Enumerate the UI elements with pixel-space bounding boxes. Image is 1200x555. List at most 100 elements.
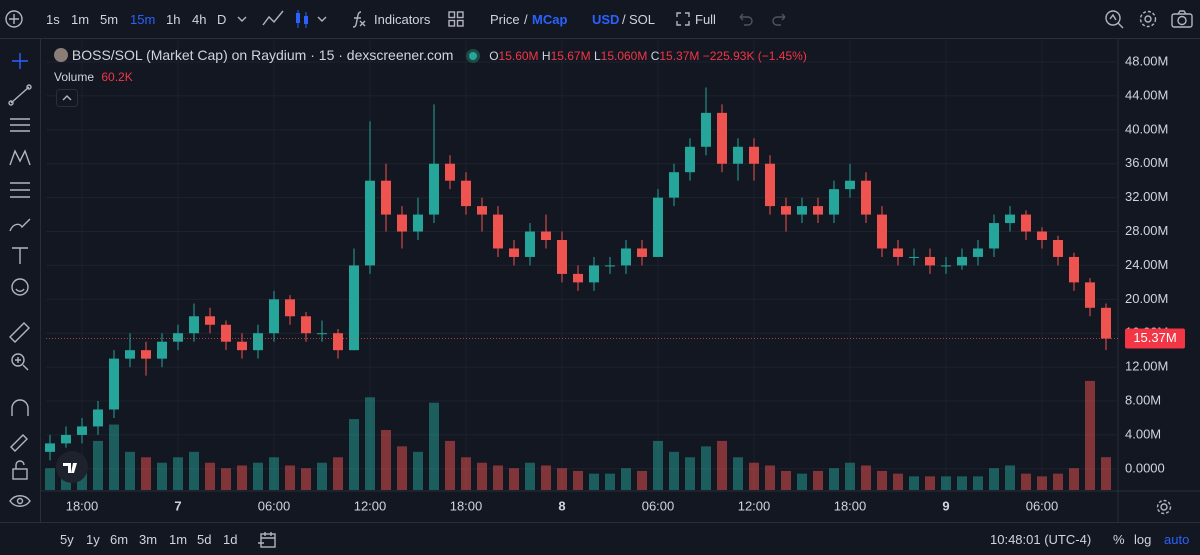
interval-button[interactable]: 15m [130,12,156,27]
x-tick-label: 06:00 [1026,498,1059,513]
brush-icon[interactable] [9,218,31,232]
volume-bar [669,451,679,490]
candle-icon[interactable] [294,9,310,29]
candle-body [141,350,151,359]
layout-icon[interactable] [448,11,464,27]
fib-icon[interactable] [10,118,30,132]
redo-icon[interactable] [771,12,787,26]
candle-body [829,189,839,215]
l-value: 15.060M [600,49,648,63]
chevron[interactable] [316,13,328,25]
volume-bar [685,457,695,490]
sol-toggle[interactable]: SOL [629,12,656,27]
volume-bar [557,468,567,490]
settings-icon[interactable] [1138,9,1158,29]
undo-icon[interactable] [738,12,754,26]
candle-body [1101,307,1111,339]
candle-body [429,163,439,215]
interval-button[interactable]: 4h [192,12,207,27]
interval-button[interactable]: 1h [166,12,181,27]
candle-body [877,214,887,249]
emoji-icon[interactable] [11,278,29,296]
volume-bar [429,402,439,490]
y-tick-label: 24.00M [1125,257,1168,272]
y-tick-label: 12.00M [1125,359,1168,374]
full[interactable]: Full [695,12,716,27]
text-icon[interactable] [12,247,28,264]
range-button[interactable]: 1m [169,532,188,547]
volume-bar [397,446,407,490]
ruler-icon[interactable] [9,322,30,343]
camera-icon[interactable] [1171,10,1193,28]
volume-bar [45,468,55,490]
candle-body [685,146,695,173]
candle-body [493,214,503,249]
volume-bar [141,457,151,490]
change: −225.93K (−1.45%) [702,49,807,63]
range-button[interactable]: 6m [110,532,129,547]
volume-bar [317,462,327,490]
range-button[interactable]: 5y [60,532,74,547]
log-toggle[interactable]: log [1134,532,1152,547]
last-price-label: 15.37M [1133,330,1176,345]
candle-body [861,180,871,215]
candle-body [317,333,327,335]
add-icon[interactable] [4,9,24,29]
candle-body [445,163,455,181]
volume-bar [109,424,119,490]
tv-logo[interactable] [56,451,88,483]
candle-body [1069,256,1079,283]
fx-icon[interactable] [350,10,368,28]
volume-bar [333,457,343,490]
l-label: L [593,49,601,63]
volume-bar [1005,465,1015,490]
candle-body [893,248,903,257]
candle-body [701,112,711,147]
eye-icon[interactable] [9,495,31,507]
candle-body [781,206,791,215]
last-price-tag [1125,328,1185,349]
candle-body [301,316,311,334]
price-toggle[interactable]: Price [490,12,520,27]
goto-date-icon[interactable] [258,531,278,549]
volume-bar [157,462,167,490]
zoom-icon[interactable] [11,353,29,371]
axis-settings-icon[interactable] [1155,498,1173,516]
o-label: O [489,49,499,63]
interval-button[interactable]: D [217,12,227,27]
range-button[interactable]: 1y [86,532,100,547]
volume-bar [909,476,919,490]
auto-toggle[interactable]: auto [1164,532,1190,547]
trendline-icon[interactable] [8,84,32,106]
volume-bar [477,462,487,490]
projection-icon[interactable] [10,182,30,198]
interval-button[interactable]: 1s [46,12,60,27]
crosshair-icon[interactable] [12,53,28,69]
range-button[interactable]: 3m [139,532,158,547]
interval-button[interactable]: 1m [71,12,90,27]
line-chart-icon[interactable] [262,10,284,28]
candle-body [461,180,471,207]
volume-bar [253,462,263,490]
h-label: H [541,49,551,63]
fullscreen-icon[interactable] [676,12,690,26]
lock-drawing-icon[interactable] [10,434,28,452]
lock-icon[interactable] [12,460,28,480]
volume-bar [589,473,599,490]
percent-toggle[interactable]: % [1113,532,1125,547]
volume-bar [301,468,311,490]
magnet-icon[interactable] [11,399,29,416]
volume-bar [189,451,199,490]
candle-body [1085,282,1095,308]
mcap-toggle[interactable]: MCap [532,12,568,27]
pattern-icon[interactable] [9,149,31,166]
usd-toggle[interactable]: USD [592,12,620,27]
indicators[interactable]: Indicators [374,12,431,27]
chevron[interactable] [236,13,248,25]
range-button[interactable]: 1d [223,532,238,547]
interval-button[interactable]: 5m [100,12,119,27]
range-button[interactable]: 5d [197,532,212,547]
collapse-button[interactable] [56,89,78,107]
volume-bar [173,457,183,490]
compare-icon[interactable] [1104,9,1124,29]
